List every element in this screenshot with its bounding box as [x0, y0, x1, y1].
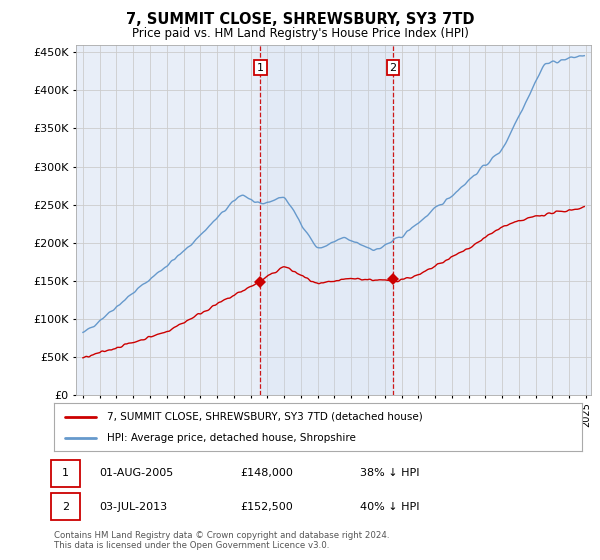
Text: 2: 2 [62, 502, 69, 512]
Text: 7, SUMMIT CLOSE, SHREWSBURY, SY3 7TD: 7, SUMMIT CLOSE, SHREWSBURY, SY3 7TD [126, 12, 474, 27]
Text: Price paid vs. HM Land Registry's House Price Index (HPI): Price paid vs. HM Land Registry's House … [131, 27, 469, 40]
Text: 03-JUL-2013: 03-JUL-2013 [99, 502, 167, 512]
Text: £148,000: £148,000 [240, 468, 293, 478]
Bar [260, 45, 393, 395]
Text: £152,500: £152,500 [240, 502, 293, 512]
Text: 1: 1 [257, 63, 264, 73]
Text: 40% ↓ HPI: 40% ↓ HPI [360, 502, 419, 512]
Text: 38% ↓ HPI: 38% ↓ HPI [360, 468, 419, 478]
Text: Contains HM Land Registry data © Crown copyright and database right 2024.
This d: Contains HM Land Registry data © Crown c… [54, 531, 389, 550]
Text: 1: 1 [62, 468, 69, 478]
Text: 2: 2 [389, 63, 397, 73]
Text: 01-AUG-2005: 01-AUG-2005 [99, 468, 173, 478]
Text: HPI: Average price, detached house, Shropshire: HPI: Average price, detached house, Shro… [107, 433, 356, 444]
Text: 7, SUMMIT CLOSE, SHREWSBURY, SY3 7TD (detached house): 7, SUMMIT CLOSE, SHREWSBURY, SY3 7TD (de… [107, 412, 422, 422]
